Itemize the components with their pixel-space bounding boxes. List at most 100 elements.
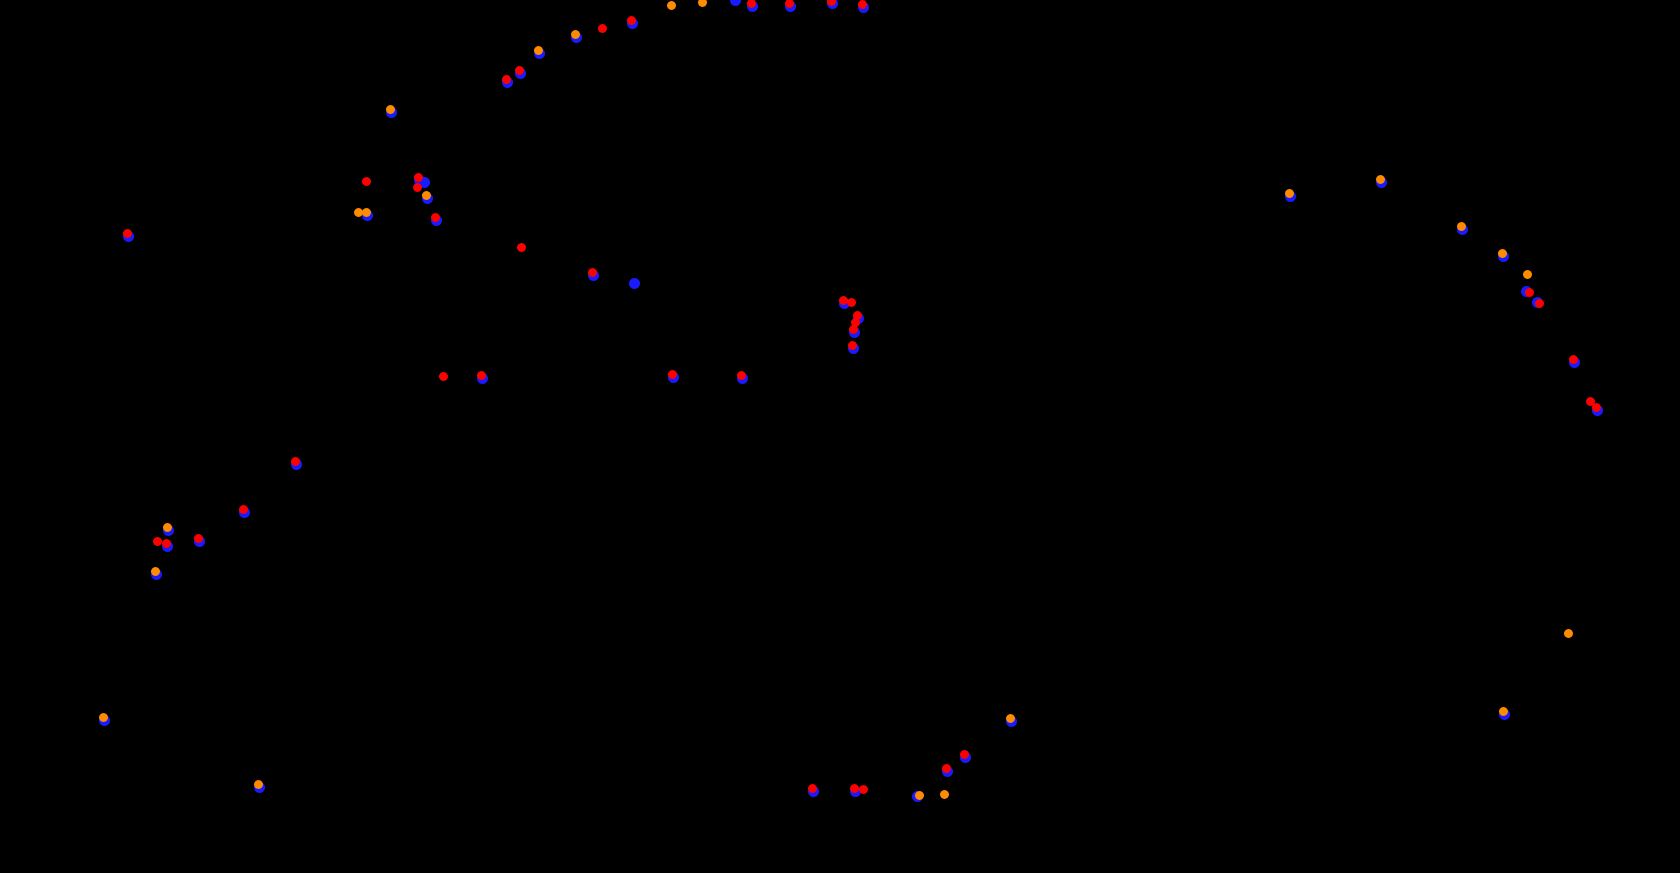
blue-underlay-point <box>1520 285 1532 297</box>
red-point <box>238 504 248 514</box>
red-point <box>597 23 607 33</box>
blue-underlay-point <box>413 174 425 186</box>
blue-underlay-point <box>857 1 869 13</box>
red-point <box>849 783 859 793</box>
blue-underlay-point <box>514 67 526 79</box>
orange-point <box>1498 706 1508 716</box>
red-point <box>438 371 448 381</box>
red-point <box>736 370 746 380</box>
blue-underlay-point <box>253 781 265 793</box>
blue-underlay-point <box>587 269 599 281</box>
blue-underlay-point <box>1498 708 1510 720</box>
blue-underlay-point <box>1497 250 1509 262</box>
blue-underlay-point <box>626 17 638 29</box>
red-point <box>514 65 524 75</box>
orange-point <box>1375 174 1385 184</box>
blue-underlay-point <box>150 568 162 580</box>
orange-point <box>361 207 371 217</box>
blue-underlay-point <box>849 785 861 797</box>
blue-underlay-point <box>421 192 433 204</box>
red-point <box>516 242 526 252</box>
orange-point <box>98 712 108 722</box>
blue-underlay-point <box>1456 223 1468 235</box>
blue-underlay-point <box>122 230 134 242</box>
orange-point <box>1005 713 1015 723</box>
red-point <box>430 212 440 222</box>
red-point <box>412 182 422 192</box>
blue-underlay-point <box>1284 190 1296 202</box>
red-point <box>838 295 848 305</box>
orange-point <box>697 0 707 7</box>
blue-underlay-point <box>361 209 373 221</box>
blue-underlay-point <box>501 76 513 88</box>
blue-underlay-point <box>385 106 397 118</box>
blue-underlay-point <box>959 751 971 763</box>
red-point <box>290 456 300 466</box>
blue-underlay-point <box>1375 176 1387 188</box>
red-point <box>476 370 486 380</box>
red-point <box>1568 354 1578 364</box>
red-point <box>807 783 817 793</box>
orange-point <box>1522 269 1532 279</box>
blue-underlay-point <box>847 342 859 354</box>
orange-point <box>914 790 924 800</box>
red-point <box>846 297 856 307</box>
blue-underlay-point <box>570 31 582 43</box>
blue-underlay-point <box>162 524 174 536</box>
orange-point <box>939 789 949 799</box>
blue-underlay-point <box>1568 356 1580 368</box>
red-point <box>501 74 511 84</box>
blue-underlay-point <box>98 714 110 726</box>
red-point <box>847 340 857 350</box>
orange-point <box>421 190 431 200</box>
blue-underlay-point <box>784 0 796 12</box>
orange-point <box>1456 221 1466 231</box>
red-point <box>361 176 371 186</box>
red-point <box>161 538 171 548</box>
blue-underlay-point <box>290 458 302 470</box>
blue-underlay-point <box>848 326 860 338</box>
blue-underlay-point <box>418 176 430 188</box>
blue-underlay-point <box>476 372 488 384</box>
blue-underlay-point <box>1531 296 1543 308</box>
orange-point <box>253 779 263 789</box>
blue-underlay-point <box>807 785 819 797</box>
red-point <box>848 324 858 334</box>
orange-point <box>162 522 172 532</box>
blue-underlay-point <box>238 506 250 518</box>
orange-point <box>385 104 395 114</box>
red-point <box>941 763 951 773</box>
red-point <box>587 267 597 277</box>
blue-underlay-point <box>161 540 173 552</box>
blue-underlay-point <box>1005 715 1017 727</box>
red-point <box>959 749 969 759</box>
red-point <box>826 0 836 6</box>
red-point <box>1585 396 1595 406</box>
blue-underlay-point <box>533 47 545 59</box>
blue-underlay-point <box>729 0 741 6</box>
blue-underlay-point <box>736 372 748 384</box>
red-point <box>850 317 860 327</box>
red-point <box>1591 402 1601 412</box>
blue-underlay-point <box>193 535 205 547</box>
red-point <box>122 228 132 238</box>
blue-underlay-point <box>911 790 923 802</box>
blue-underlay-point <box>826 0 838 9</box>
orange-point <box>666 0 676 10</box>
blue-underlay-point <box>430 214 442 226</box>
red-point <box>193 533 203 543</box>
blue-underlay-point <box>941 765 953 777</box>
orange-point <box>533 45 543 55</box>
orange-point <box>150 566 160 576</box>
orange-point <box>570 29 580 39</box>
red-point <box>858 784 868 794</box>
blue-underlay-point <box>667 371 679 383</box>
orange-point <box>1497 248 1507 258</box>
red-point <box>152 536 162 546</box>
red-point <box>784 0 794 8</box>
red-point <box>626 15 636 25</box>
red-point <box>1534 298 1544 308</box>
red-point <box>852 310 862 320</box>
blue-underlay-point <box>1591 404 1603 416</box>
blue-underlay-point <box>852 312 864 324</box>
